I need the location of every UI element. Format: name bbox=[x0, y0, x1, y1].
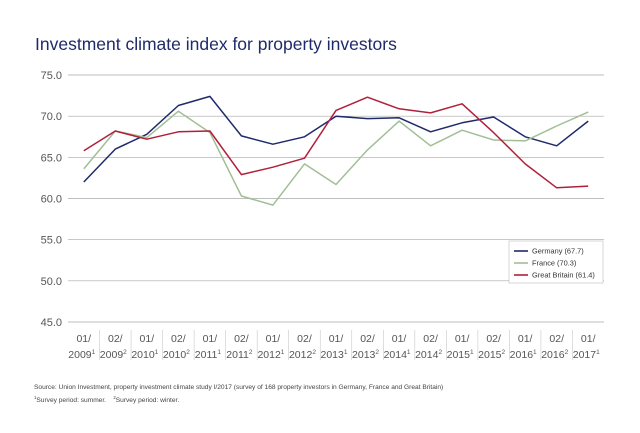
x-tick-label-top: 01/ bbox=[203, 333, 218, 345]
x-tick-label-bottom: 20092 bbox=[100, 349, 127, 361]
x-tick-label-top: 01/ bbox=[329, 333, 344, 345]
footnote-sup-1: 1 bbox=[34, 395, 37, 400]
x-tick-label-bottom: 20142 bbox=[415, 349, 442, 361]
x-tick-label-bottom: 20102 bbox=[163, 349, 190, 361]
x-tick-label-top: 01/ bbox=[76, 333, 91, 345]
x-tick-label-top: 01/ bbox=[581, 333, 596, 345]
x-tick-label-bottom: 20131 bbox=[321, 349, 348, 361]
legend-entry-0: Germany (67.7) bbox=[532, 247, 584, 256]
x-tick-label-top: 02/ bbox=[234, 333, 249, 345]
source-note: Source: Union Investment, property inves… bbox=[34, 383, 443, 406]
footnote-sup-2: 2 bbox=[113, 395, 116, 400]
y-tick-label: 60.0 bbox=[41, 194, 62, 206]
series-line-1 bbox=[83, 110, 589, 206]
x-tick-label-bottom: 20111 bbox=[195, 349, 222, 361]
x-tick-label-top: 01/ bbox=[140, 333, 155, 345]
chart-title: Investment climate index for property in… bbox=[35, 34, 397, 54]
x-tick-label-bottom: 20161 bbox=[510, 349, 537, 361]
y-tick-label: 65.0 bbox=[41, 152, 62, 164]
x-tick-label-bottom: 20171 bbox=[573, 349, 600, 361]
x-tick-label-bottom: 20101 bbox=[131, 349, 158, 361]
x-tick-label-top: 01/ bbox=[455, 333, 470, 345]
x-tick-label-bottom: 20141 bbox=[384, 349, 411, 361]
x-tick-label-top: 02/ bbox=[171, 333, 186, 345]
legend-entry-2: Great Britain (61.4) bbox=[532, 271, 595, 280]
x-tick-label-top: 01/ bbox=[266, 333, 281, 345]
x-tick-label-top: 02/ bbox=[423, 333, 438, 345]
x-tick-label-bottom: 20132 bbox=[352, 349, 379, 361]
y-tick-label: 55.0 bbox=[41, 235, 62, 247]
x-tick-label-bottom: 20122 bbox=[289, 349, 316, 361]
y-tick-label: 50.0 bbox=[41, 276, 62, 288]
series-line-0 bbox=[83, 95, 589, 183]
series-line-2 bbox=[83, 96, 589, 189]
x-tick-label-bottom: 20152 bbox=[478, 349, 505, 361]
x-tick-label-top: 02/ bbox=[360, 333, 375, 345]
footnote-text-2: Survey period: winter. bbox=[115, 397, 180, 405]
y-tick-label: 45.0 bbox=[41, 317, 62, 329]
x-tick-label-top: 02/ bbox=[549, 333, 564, 345]
x-tick-label-top: 02/ bbox=[108, 333, 123, 345]
x-tick-label-top: 01/ bbox=[518, 333, 533, 345]
x-tick-label-top: 02/ bbox=[297, 333, 312, 345]
footnote: 1Survey period: summer. 2Survey period: … bbox=[34, 393, 443, 406]
legend-box bbox=[508, 240, 604, 284]
x-tick-label-bottom: 20151 bbox=[447, 349, 474, 361]
x-tick-label-bottom: 20162 bbox=[541, 349, 568, 361]
x-tick-label-bottom: 20112 bbox=[226, 349, 253, 361]
y-tick-label: 75.0 bbox=[41, 70, 62, 82]
y-tick-label: 70.0 bbox=[41, 111, 62, 123]
x-tick-label-bottom: 20091 bbox=[68, 349, 95, 361]
x-tick-label-top: 02/ bbox=[486, 333, 501, 345]
source-line: Source: Union Investment, property inves… bbox=[34, 384, 444, 391]
x-tick-label-top: 01/ bbox=[392, 333, 407, 345]
footnote-text-1: Survey period: summer. bbox=[36, 397, 107, 405]
x-tick-label-bottom: 20121 bbox=[257, 349, 284, 361]
legend-entry-1: France (70.3) bbox=[532, 259, 576, 268]
